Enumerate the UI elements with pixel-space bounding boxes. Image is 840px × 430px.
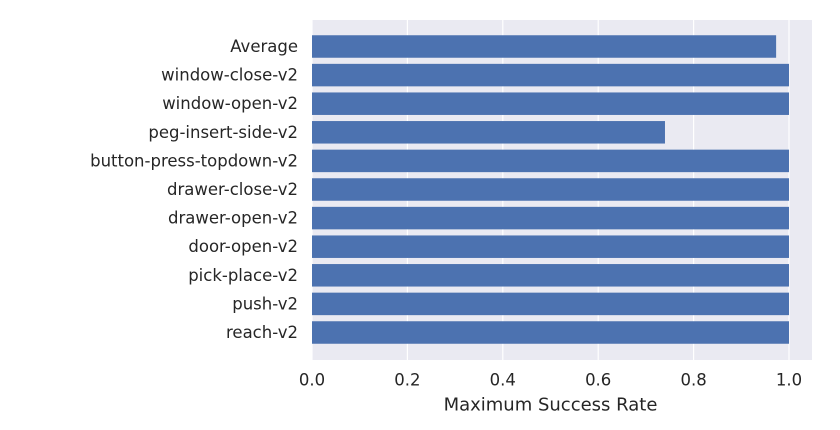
x-tick-label: 0.8 [680,371,706,390]
bar-window-open-v2 [312,92,789,115]
x-tick-label: 1.0 [776,371,802,390]
y-tick-label: push-v2 [232,294,298,313]
bar-button-press-topdown-v2 [312,149,789,173]
y-tick-label: drawer-open-v2 [168,209,298,228]
bar-drawer-open-v2 [312,206,789,230]
y-tick-label: door-open-v2 [188,237,298,256]
x-tick-labels: 0.0 0.2 0.4 0.6 0.8 1.0 [299,371,802,390]
x-tick-label: 0.4 [490,371,516,390]
bar-pick-place-v2 [312,264,789,287]
x-tick-label: 0.0 [299,371,325,390]
y-tick-label: pick-place-v2 [188,266,298,285]
y-tick-label: reach-v2 [226,323,298,342]
bar-drawer-close-v2 [312,178,789,201]
y-tick-labels: Average window-close-v2 window-open-v2 peg-… [90,37,298,342]
y-tick-label: peg-insert-side-v2 [148,123,298,142]
bar-Average [312,35,777,58]
y-tick-label: window-open-v2 [162,94,298,113]
y-tick-label: window-close-v2 [161,66,298,85]
x-axis-label: Maximum Success Rate [444,395,658,416]
y-tick-label: Average [230,37,298,56]
bar-door-open-v2 [312,235,789,258]
y-tick-label: button-press-topdown-v2 [90,151,298,170]
x-tick-label: 0.6 [585,371,611,390]
y-tick-label: drawer-close-v2 [167,180,298,199]
bar-peg-insert-side-v2 [312,121,665,144]
x-tick-label: 0.2 [394,371,420,390]
bar-push-v2 [312,292,789,316]
bar-window-close-v2 [312,63,789,87]
bar-reach-v2 [312,321,789,344]
bars [312,35,789,344]
